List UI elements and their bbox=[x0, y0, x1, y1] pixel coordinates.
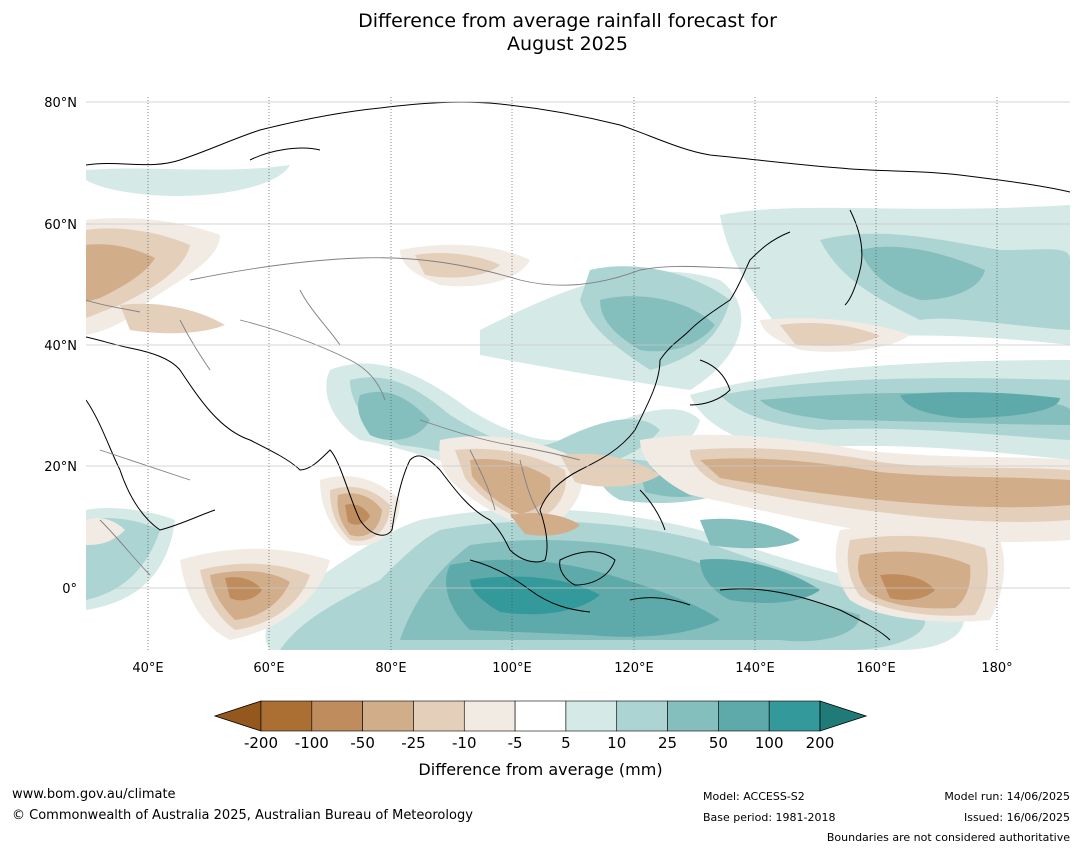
colorbar: -200 -100 -50 -25 -10 -5 5 10 25 50 100 200 bbox=[213, 700, 868, 752]
colorbar-swatch bbox=[565, 700, 618, 732]
colorbar-swatch bbox=[413, 700, 465, 732]
colorbar-swatch bbox=[311, 700, 363, 732]
colorbar-swatch bbox=[463, 700, 516, 732]
colorbar-swatch bbox=[514, 700, 567, 732]
latitude-label: 0° bbox=[62, 582, 77, 597]
title-line-2: August 2025 bbox=[507, 33, 628, 55]
coastlines bbox=[86, 101, 1070, 641]
latitude-label: 80°N bbox=[44, 96, 77, 111]
colorbar-tick-label: -100 bbox=[295, 734, 329, 752]
graticule bbox=[86, 97, 1070, 650]
colorbar-label: Difference from average (mm) bbox=[418, 760, 663, 779]
colorbar-swatch bbox=[667, 700, 719, 732]
latitude-label: 60°N bbox=[44, 218, 77, 233]
chart-title: Difference from average rainfall forecas… bbox=[0, 10, 1081, 56]
issued-text: Issued: 16/06/2025 bbox=[963, 811, 1070, 824]
longitude-label: 180° bbox=[981, 661, 1012, 676]
colorbar-over-arrow bbox=[819, 700, 868, 732]
colorbar-tick-label: -5 bbox=[508, 734, 523, 752]
colorbar-under-arrow bbox=[213, 700, 262, 732]
colorbar-tick-label: 25 bbox=[658, 734, 677, 752]
rainfall-anomaly-field bbox=[86, 165, 1070, 650]
longitude-label: 120°E bbox=[614, 661, 654, 676]
latitude-label: 20°N bbox=[44, 460, 77, 475]
longitude-label: 40°E bbox=[132, 661, 163, 676]
colorbar-tick-label: 200 bbox=[806, 734, 835, 752]
boundaries-disclaimer: Boundaries are not considered authoritat… bbox=[826, 831, 1070, 844]
model-run-text: Model run: 14/06/2025 bbox=[944, 790, 1070, 803]
colorbar-swatch bbox=[362, 700, 414, 732]
colorbar-swatch bbox=[768, 700, 821, 732]
colorbar-swatch bbox=[260, 700, 313, 732]
copyright-text: © Commonwealth of Australia 2025, Austra… bbox=[12, 808, 473, 823]
longitude-label: 140°E bbox=[735, 661, 775, 676]
colorbar-swatch bbox=[718, 700, 770, 732]
country-boundaries bbox=[86, 257, 761, 576]
colorbar-tick-label: 5 bbox=[561, 734, 571, 752]
colorbar-tick-label: -10 bbox=[452, 734, 477, 752]
colorbar-tick-label: -50 bbox=[350, 734, 375, 752]
website-url: www.bom.gov.au/climate bbox=[12, 787, 176, 802]
colorbar-tick-label: 100 bbox=[755, 734, 784, 752]
longitude-label: 100°E bbox=[492, 661, 532, 676]
model-text: Model: ACCESS-S2 bbox=[703, 790, 805, 803]
colorbar-tick-label: 10 bbox=[607, 734, 626, 752]
longitude-label: 60°E bbox=[253, 661, 284, 676]
base-period-text: Base period: 1981-2018 bbox=[703, 811, 836, 824]
title-line-1: Difference from average rainfall forecas… bbox=[358, 10, 777, 32]
colorbar-tick-label: -25 bbox=[401, 734, 426, 752]
longitude-label: 80°E bbox=[375, 661, 406, 676]
colorbar-tick-label: -200 bbox=[244, 734, 278, 752]
colorbar-tick-label: 50 bbox=[709, 734, 728, 752]
latitude-label: 40°N bbox=[44, 339, 77, 354]
axis-labels: 80°N 60°N 40°N 20°N 0° 40°E 60°E 80°E 100°E 120°E… bbox=[44, 96, 1012, 676]
longitude-label: 160°E bbox=[856, 661, 896, 676]
colorbar-swatch bbox=[616, 700, 668, 732]
